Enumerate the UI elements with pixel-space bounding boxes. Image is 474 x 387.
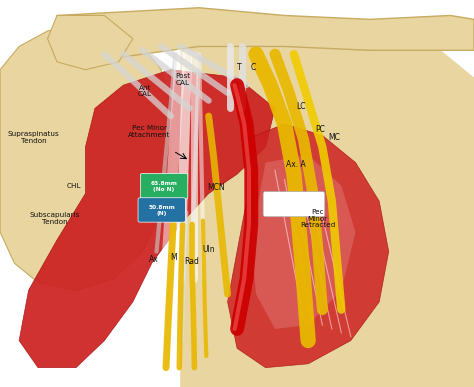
Text: 50.8mm
(N): 50.8mm (N) — [148, 205, 175, 216]
Text: 63.8mm
(No N): 63.8mm (No N) — [151, 181, 178, 192]
Text: Pec
Minor
Retracted: Pec Minor Retracted — [300, 209, 335, 228]
Text: Uln: Uln — [202, 245, 215, 254]
Text: MC: MC — [328, 133, 340, 142]
Polygon shape — [228, 124, 389, 368]
Text: Pec Minor
Attachment: Pec Minor Attachment — [128, 125, 171, 138]
Polygon shape — [180, 19, 474, 387]
Text: Ant
CAL: Ant CAL — [137, 85, 152, 97]
Text: Rad: Rad — [185, 257, 200, 266]
FancyBboxPatch shape — [263, 192, 325, 217]
Polygon shape — [47, 15, 133, 70]
Text: M: M — [170, 253, 176, 262]
Text: PC: PC — [315, 125, 325, 134]
Text: Ax. A: Ax. A — [286, 160, 306, 169]
FancyBboxPatch shape — [138, 198, 185, 222]
Text: Ax: Ax — [149, 255, 159, 264]
Polygon shape — [57, 8, 474, 62]
Text: C: C — [251, 63, 256, 72]
Text: T: T — [237, 63, 242, 72]
Text: CHL: CHL — [66, 183, 81, 189]
Text: Post
CAL: Post CAL — [175, 73, 190, 86]
Text: LC: LC — [296, 102, 306, 111]
FancyBboxPatch shape — [140, 173, 188, 199]
Text: Subscapularis
Tendon: Subscapularis Tendon — [29, 212, 80, 225]
Text: Supraspinatus
Tendon: Supraspinatus Tendon — [8, 131, 59, 144]
Polygon shape — [19, 70, 275, 368]
Polygon shape — [0, 23, 171, 290]
Polygon shape — [251, 155, 356, 329]
Text: MCN: MCN — [207, 183, 225, 192]
